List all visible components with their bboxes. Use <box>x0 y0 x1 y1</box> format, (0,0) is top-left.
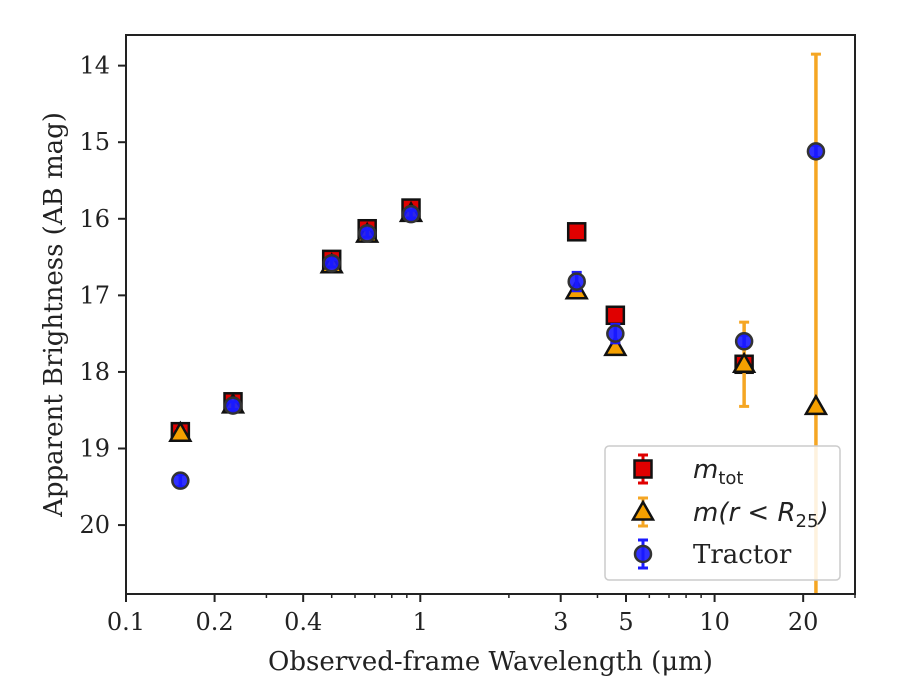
data-point-square <box>566 222 587 242</box>
y-tick-label: 20 <box>79 511 110 539</box>
data-point-triangle <box>803 393 829 416</box>
legend-label: mtot <box>693 455 743 489</box>
legend-box <box>604 445 841 581</box>
data-point-circle <box>806 142 826 161</box>
legend-marker-square <box>633 459 653 479</box>
y-tick-label: 17 <box>79 281 110 309</box>
x-axis-label: Observed-frame Wavelength (μm) <box>268 647 713 677</box>
y-tick-label: 18 <box>79 358 110 386</box>
series-circle <box>171 142 826 490</box>
y-tick-label: 14 <box>79 52 110 80</box>
legend-label: m(r < R25) <box>693 498 829 532</box>
data-point-square <box>605 305 626 326</box>
y-tick-label: 19 <box>79 435 110 463</box>
data-point-circle <box>567 272 586 291</box>
y-axis-label: Apparent Brightness (AB mag) <box>39 112 69 518</box>
x-tick-label: 0.2 <box>196 608 234 636</box>
data-point-circle <box>223 396 243 415</box>
legend: mtot m(r < R25) Tractor <box>604 445 841 581</box>
plot-frame <box>125 34 856 595</box>
x-tick-label: 3 <box>553 608 568 636</box>
x-tick-label: 0.1 <box>107 608 145 636</box>
data-point-circle <box>357 224 377 243</box>
axis-ticks: 0.1 0.2 0.4 1 3 5 10 20 14 15 16 17 18 19 20 <box>79 52 856 636</box>
data-point-circle <box>734 332 754 351</box>
y-tick-label: 16 <box>79 205 110 233</box>
y-tick-label: 15 <box>79 128 110 156</box>
data-point-circle <box>171 471 190 490</box>
legend-label: Tractor <box>693 540 792 570</box>
x-tick-label: 10 <box>699 608 730 636</box>
data-point-circle <box>322 253 341 273</box>
data-point-triangle <box>731 351 757 374</box>
data-point-triangle <box>603 334 628 357</box>
x-tick-label: 5 <box>618 608 633 636</box>
legend-marker-circle <box>633 544 653 564</box>
x-tick-label: 0.4 <box>284 608 322 636</box>
x-tick-label: 1 <box>413 608 428 636</box>
x-tick-label: 20 <box>788 608 819 636</box>
data-point-circle <box>606 324 625 343</box>
data-point-circle <box>401 204 421 224</box>
legend-marker-triangle <box>630 499 656 521</box>
data-point-triangle <box>168 420 193 442</box>
